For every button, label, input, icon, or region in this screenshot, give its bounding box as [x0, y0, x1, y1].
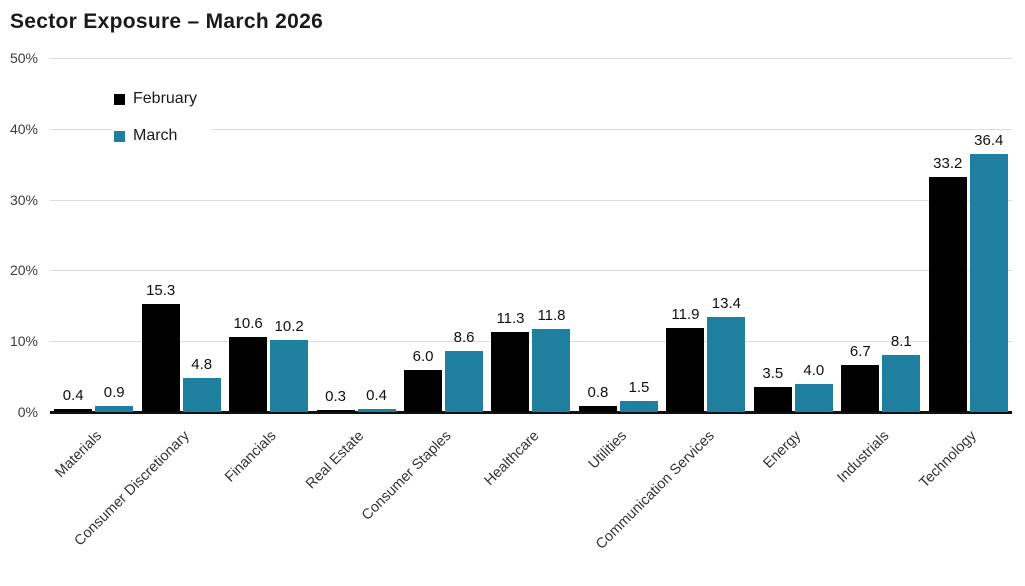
legend-swatch-march — [114, 130, 125, 142]
bar-value-label: 10.2 — [274, 317, 304, 335]
bar-value-label: 0.4 — [366, 387, 388, 405]
bar-value-label: 8.1 — [890, 332, 912, 350]
bar-group-communication-services: 11.9 13.4 — [662, 58, 749, 412]
bar-group-consumer-staples: 6.0 8.6 — [400, 58, 487, 412]
y-tick-label: 0% — [17, 404, 38, 420]
y-tick-label: 50% — [9, 50, 38, 66]
bar-march-utilities: 1.5 — [619, 379, 658, 412]
bar-value-label: 0.3 — [325, 387, 347, 405]
x-label-cell: Communication Services — [593, 416, 749, 556]
x-category-label: Industrials — [834, 428, 893, 487]
bar-value-label: 6.7 — [849, 342, 871, 360]
bar-value-label: 0.9 — [103, 383, 125, 401]
bar-value-label: 8.6 — [453, 329, 475, 347]
bar-february-industrials: 6.7 — [841, 343, 880, 412]
bar-group-utilities: 0.8 1.5 — [575, 58, 662, 412]
bar-value-label: 13.4 — [711, 295, 741, 313]
bar-value-label: 6.0 — [412, 347, 434, 365]
x-category-label: Real Estate — [303, 428, 368, 493]
bar-value-label: 10.6 — [233, 315, 263, 332]
bar-value-label: 4.8 — [191, 356, 213, 373]
y-tick-label: 30% — [9, 191, 38, 208]
x-label-cell: Industrials — [834, 416, 924, 556]
legend-item-february: February — [114, 88, 197, 110]
x-axis: Materials Consumer Discretionary Financial… — [50, 416, 1012, 556]
bar-value-label: 1.5 — [628, 379, 650, 397]
bar-february-consumer-staples: 6.0 — [404, 348, 443, 412]
x-label-cell: Technology — [916, 416, 1012, 556]
x-category-label: Utilities — [585, 428, 630, 473]
gridline — [50, 128, 1012, 130]
bar-february-healthcare: 11.3 — [491, 310, 530, 412]
bar-group-healthcare: 11.3 11.8 — [487, 58, 574, 412]
x-category-label: Healthcare — [481, 428, 543, 489]
bar-march-industrials: 8.1 — [882, 333, 921, 412]
x-label-cell: Consumer Discretionary — [71, 416, 224, 556]
bar-value-label: 15.3 — [146, 281, 176, 299]
bar-february-financials: 10.6 — [229, 315, 268, 412]
y-tick-label: 20% — [9, 262, 38, 279]
x-label-cell: Healthcare — [481, 416, 574, 556]
bar-march-energy: 4.0 — [794, 362, 833, 412]
legend-label-march: March — [133, 127, 178, 144]
bar-march-consumer-staples: 8.6 — [445, 329, 484, 412]
bar-group-real-estate: 0.3 0.4 — [312, 58, 399, 412]
legend-label-february: February — [133, 90, 198, 107]
x-category-label: Financials — [222, 428, 280, 486]
bar-march-financials: 10.2 — [270, 318, 309, 412]
axis-baseline — [50, 411, 1012, 414]
gridline — [50, 270, 1012, 272]
bar-group-industrials: 6.7 8.1 — [837, 58, 924, 412]
gridline — [50, 341, 1012, 343]
bar-group-energy: 3.5 4.0 — [750, 58, 837, 412]
bar-group-materials: 0.4 0.9 — [50, 58, 137, 412]
gridline — [50, 58, 1012, 59]
legend: February March — [112, 86, 212, 149]
y-tick-label: 40% — [9, 120, 38, 137]
bar-value-label: 11.9 — [671, 305, 700, 323]
bar-value-label: 4.0 — [803, 361, 825, 379]
bar-march-communication-services: 13.4 — [707, 295, 746, 412]
bar-group-financials: 10.6 10.2 — [225, 58, 312, 412]
bar-value-label: 3.5 — [762, 365, 784, 383]
gridline — [50, 199, 1012, 201]
bar-value-label: 0.4 — [62, 387, 84, 405]
x-category-label: Materials — [52, 428, 106, 481]
bar-value-label: 11.8 — [537, 306, 566, 324]
chart-title: Sector Exposure – March 2026 — [10, 10, 324, 33]
bar-february-materials: 0.4 — [54, 387, 93, 412]
x-label-cell: Energy — [750, 416, 837, 556]
bar-march-consumer-discretionary: 4.8 — [182, 356, 221, 412]
y-tick-label: 10% — [9, 333, 38, 350]
x-label-cell: Financials — [222, 416, 312, 556]
bar-february-consumer-discretionary: 15.3 — [141, 282, 180, 412]
x-category-label: Energy — [760, 428, 805, 472]
bar-february-technology: 33.2 — [928, 155, 967, 412]
legend-swatch-february — [114, 93, 125, 105]
bar-value-label: 33.2 — [933, 154, 963, 172]
bar-march-real-estate: 0.4 — [357, 387, 396, 412]
x-label-cell: Consumer Staples — [359, 416, 487, 556]
bar-value-label: 11.3 — [496, 310, 525, 327]
bar-february-energy: 3.5 — [753, 365, 792, 412]
bar-february-real-estate: 0.3 — [316, 388, 355, 412]
bar-value-label: 0.8 — [587, 384, 609, 402]
plot-area: 0.4 0.9 15.3 4.8 10.6 10.2 0.3 0.4 6.0 8.6 11.3 11.… — [50, 58, 1012, 412]
bar-value-label: 36.4 — [974, 132, 1004, 150]
bar-group-technology: 33.2 36.4 — [925, 58, 1012, 412]
bar-february-communication-services: 11.9 — [666, 306, 705, 412]
bar-march-technology: 36.4 — [969, 132, 1008, 412]
bar-february-utilities: 0.8 — [578, 384, 617, 412]
bar-group-consumer-discretionary: 15.3 4.8 — [137, 58, 224, 412]
x-category-label: Technology — [916, 428, 980, 492]
bar-march-healthcare: 11.8 — [532, 307, 571, 412]
legend-item-march: March — [114, 125, 197, 147]
bar-march-materials: 0.9 — [95, 384, 134, 412]
